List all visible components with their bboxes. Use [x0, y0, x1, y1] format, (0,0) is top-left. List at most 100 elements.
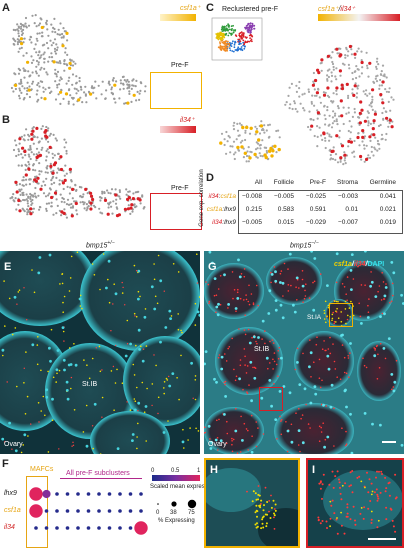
csf1a-label: csf1a⁺ [180, 5, 201, 12]
cell-dot [59, 76, 62, 79]
il34-signal [246, 392, 249, 395]
cluster-dot [246, 36, 248, 39]
cell-dot [357, 132, 360, 135]
il34-signal [304, 289, 306, 292]
cell-dot [378, 147, 381, 150]
cell-dot [48, 56, 51, 59]
il34-signal [367, 311, 370, 313]
il34-signal [71, 445, 73, 447]
cell-dot [46, 73, 49, 76]
cell-dot [25, 93, 29, 96]
cell-dot [330, 74, 334, 77]
table-row-label: csf1a:lhx9 [206, 206, 236, 213]
dapi-nucleus [114, 292, 118, 296]
cell-dot [85, 209, 88, 212]
csf1a-signal [258, 494, 261, 497]
il34-signal [376, 495, 379, 498]
il34-signal [333, 360, 336, 363]
cell-dot [109, 201, 112, 204]
il34-signal [370, 518, 373, 521]
il34-signal [247, 429, 249, 432]
cell-dot [39, 17, 42, 20]
il34-signal [394, 530, 397, 533]
il34-cell [348, 44, 352, 49]
cell-dot [111, 212, 114, 215]
il34-signal [16, 303, 18, 305]
il34-signal [297, 444, 300, 446]
csf1a-signal [79, 294, 82, 297]
cell-dot [59, 22, 62, 25]
il34-cell [347, 139, 351, 144]
il34-signal [243, 348, 246, 350]
cell-dot [101, 192, 104, 195]
cell-dot [258, 152, 261, 155]
cluster-dot [224, 40, 227, 43]
il34-cell [345, 82, 349, 86]
cell-dot [30, 88, 33, 91]
cell-dot [128, 92, 131, 95]
cell-dot [47, 34, 50, 37]
umap-c [211, 17, 395, 166]
dapi-nucleus [257, 336, 260, 339]
cluster-dot [220, 28, 223, 31]
dotplot-dot [86, 526, 91, 530]
il34-signal [224, 383, 226, 386]
csf1a-signal [110, 370, 113, 372]
cell-dot [23, 87, 26, 90]
table-cell: 0.021 [379, 206, 396, 213]
csf1a-signal [154, 295, 157, 298]
cell-dot [53, 154, 56, 157]
dapi-nucleus [253, 376, 257, 380]
cell-dot [83, 207, 86, 210]
dapi-nucleus [268, 379, 272, 382]
csf1a-signal [255, 498, 258, 501]
dapi-nucleus [390, 261, 394, 264]
csf1a-cell [243, 151, 247, 155]
csf1a-signal [194, 302, 197, 305]
cluster-dot [233, 46, 236, 49]
il34-signal [331, 470, 334, 473]
il34-signal [340, 498, 343, 501]
cell-dot [36, 32, 39, 35]
dapi-nucleus [309, 351, 313, 355]
cell-dot [20, 30, 23, 33]
il34-cell [30, 132, 34, 136]
csf1a-signal [262, 526, 265, 529]
csf1a-signal [137, 290, 140, 293]
il34-signal [234, 379, 237, 382]
cell-dot [45, 159, 48, 162]
csf1a-signal [40, 369, 42, 372]
cell-dot [51, 30, 54, 33]
cell-dot [99, 196, 102, 199]
cell-dot [39, 80, 42, 83]
cell-dot [255, 127, 258, 130]
csf1a-signal [329, 525, 331, 528]
il34-signal [391, 519, 394, 522]
table-col-header: Germline [369, 179, 396, 186]
il34-signal [267, 367, 269, 370]
dotplot-dot [118, 492, 122, 496]
cell-dot [22, 25, 25, 28]
cell-dot [64, 164, 67, 167]
dapi-nucleus [343, 389, 347, 393]
panel-e-letter: E [4, 261, 12, 273]
cell-dot [263, 124, 266, 127]
cell-dot [129, 212, 132, 215]
cell-dot [353, 111, 356, 114]
cell-dot [347, 63, 350, 66]
cell-dot [99, 211, 102, 214]
csf1a-signal [261, 518, 264, 521]
dapi-nucleus [131, 433, 135, 436]
cell-dot [111, 92, 114, 95]
csf1a-signal [107, 278, 109, 281]
il34-signal [255, 445, 258, 448]
dapi-nucleus [350, 288, 353, 291]
cell-dot [250, 151, 253, 154]
cluster-dot [247, 31, 250, 33]
cell-dot [223, 138, 226, 141]
cell-dot [56, 83, 59, 87]
cell-dot [75, 92, 78, 95]
cell-dot [66, 185, 69, 188]
cell-dot [330, 126, 334, 129]
cluster-dot [224, 44, 227, 47]
